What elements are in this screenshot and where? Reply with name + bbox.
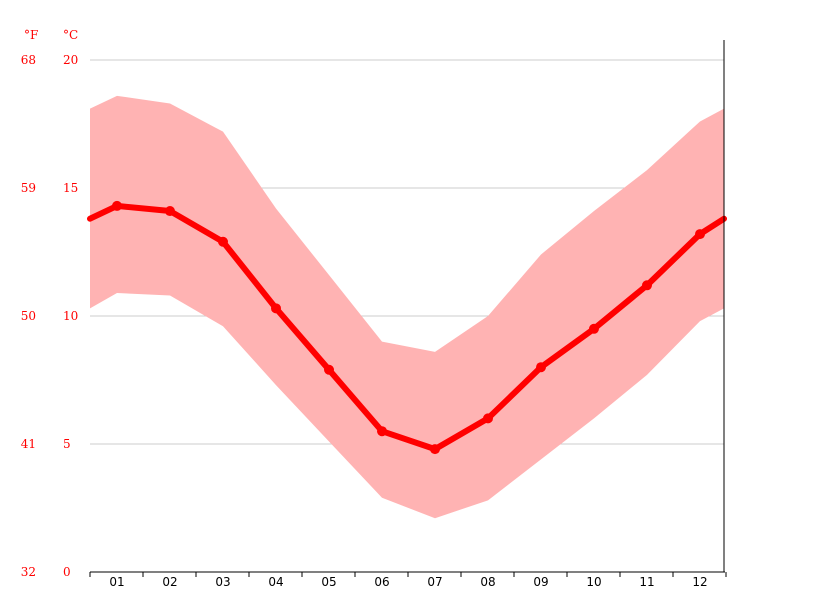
temperature-range-band <box>90 95 724 519</box>
data-point-04 <box>271 303 281 314</box>
y-tick-label-f: 32 <box>21 565 36 579</box>
y-tick-label-f: 50 <box>21 309 36 323</box>
data-point-05 <box>324 364 334 375</box>
x-tick-label-01: 01 <box>109 575 124 589</box>
x-tick-label-10: 10 <box>586 575 601 589</box>
data-point-10 <box>589 323 599 334</box>
y-tick-label-c: 5 <box>63 437 71 451</box>
average-temperature-line <box>87 202 727 453</box>
celsius-unit-label: °C <box>63 28 78 42</box>
x-tick-label-05: 05 <box>321 575 336 589</box>
y-tick-label-c: 15 <box>63 181 78 195</box>
data-point-06 <box>377 426 387 437</box>
data-points <box>112 200 705 455</box>
y-tick-label-f: 68 <box>21 53 36 67</box>
data-point-12 <box>695 229 705 240</box>
y-tick-label-f: 41 <box>21 437 36 451</box>
fahrenheit-unit-label: °F <box>24 28 38 42</box>
x-tick-label-02: 02 <box>162 575 177 589</box>
x-tick-label-07: 07 <box>427 575 442 589</box>
x-axis-labels: 01 02 03 04 05 06 07 08 09 10 11 12 <box>109 575 707 589</box>
x-tick-label-11: 11 <box>639 575 654 589</box>
data-point-08 <box>483 413 493 424</box>
y-axis-labels: 68 20 59 15 50 10 41 5 32 0 <box>21 53 79 579</box>
x-tick-label-09: 09 <box>533 575 548 589</box>
x-axis-ticks <box>89 572 727 577</box>
data-point-01 <box>112 200 122 211</box>
data-point-02 <box>165 206 175 217</box>
x-tick-label-06: 06 <box>374 575 389 589</box>
y-tick-label-c: 0 <box>63 565 71 579</box>
x-tick-label-04: 04 <box>268 575 283 589</box>
x-tick-label-08: 08 <box>480 575 495 589</box>
y-tick-label-f: 59 <box>21 181 36 195</box>
x-tick-label-12: 12 <box>692 575 707 589</box>
data-point-07 <box>430 444 440 455</box>
y-tick-label-c: 10 <box>63 309 78 323</box>
x-tick-label-03: 03 <box>215 575 230 589</box>
data-point-03 <box>218 236 228 247</box>
data-point-11 <box>642 280 652 291</box>
data-point-09 <box>536 362 546 373</box>
y-tick-label-c: 20 <box>63 53 78 67</box>
